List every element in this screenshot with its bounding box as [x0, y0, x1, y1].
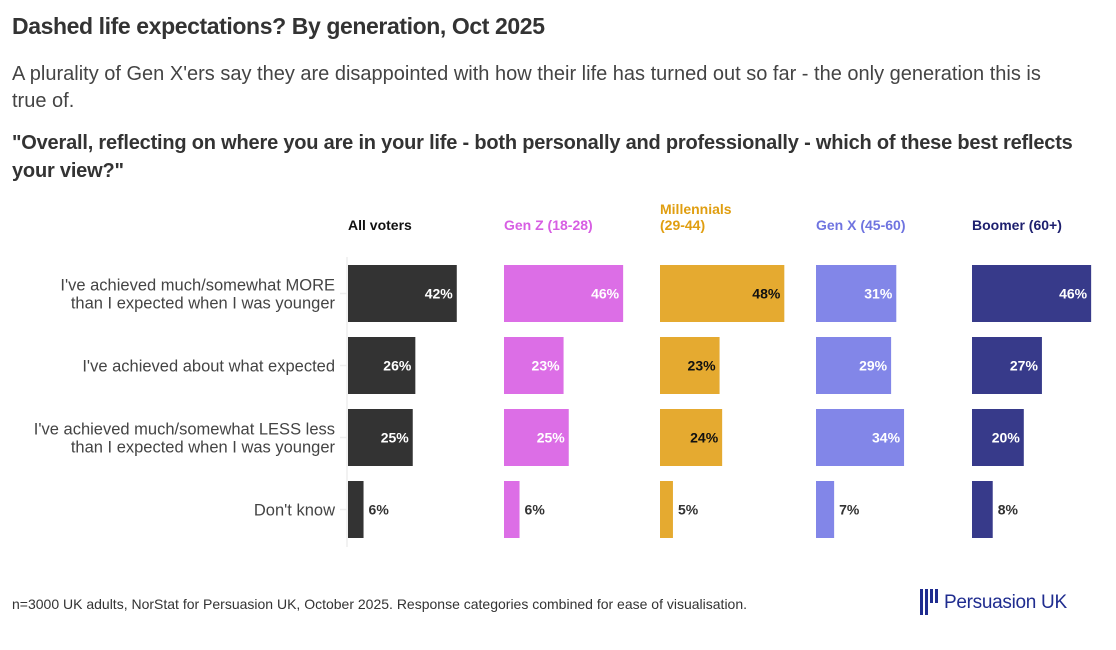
data-label: 25% — [537, 430, 566, 446]
bar — [972, 409, 1024, 466]
panel-header: (29-44) — [660, 217, 705, 233]
data-label: 26% — [383, 358, 412, 374]
data-label: 23% — [688, 358, 717, 374]
bar — [972, 481, 993, 538]
data-label: 23% — [532, 358, 561, 374]
panel-header: Gen Z (18-28) — [504, 217, 593, 233]
bar — [660, 409, 723, 466]
panel-header: Boomer (60+) — [972, 217, 1062, 233]
logo-text: Persuasion UK — [944, 592, 1067, 613]
category-label: I've achieved much/somewhat MORE — [60, 277, 335, 295]
bar — [972, 265, 1092, 322]
panel-header: Millennials — [660, 201, 732, 217]
bar — [660, 337, 720, 394]
data-label: 34% — [872, 430, 901, 446]
data-label: 8% — [998, 502, 1019, 518]
bar — [348, 409, 413, 466]
bar — [816, 409, 905, 466]
bar — [660, 481, 673, 538]
data-label: 6% — [369, 502, 390, 518]
data-label: 6% — [525, 502, 546, 518]
bar — [348, 265, 457, 322]
chart-subtitle: A plurality of Gen X'ers say they are di… — [12, 63, 1041, 112]
bar — [816, 337, 892, 394]
data-label: 5% — [678, 502, 699, 518]
category-label: I've achieved about what expected — [82, 358, 335, 376]
chart-title: Dashed life expectations? By generation,… — [12, 13, 545, 39]
data-label: 42% — [425, 286, 454, 302]
persuasion-uk-logo: Persuasion UK — [920, 589, 1067, 616]
data-label: 27% — [1010, 358, 1039, 374]
data-label: 48% — [752, 286, 781, 302]
source-note: n=3000 UK adults, NorStat for Persuasion… — [12, 596, 748, 612]
survey-question: "Overall, reflecting on where you are in… — [12, 132, 1073, 182]
bar — [504, 481, 520, 538]
bar — [972, 337, 1042, 394]
data-label: 46% — [591, 286, 620, 302]
data-label: 24% — [690, 430, 719, 446]
bar — [816, 481, 835, 538]
bar — [348, 481, 364, 538]
category-label: than I expected when I was younger — [71, 439, 336, 457]
bar — [660, 265, 785, 322]
bar — [348, 337, 416, 394]
panel-header: All voters — [348, 217, 412, 233]
data-label: 20% — [992, 430, 1021, 446]
bar — [504, 265, 624, 322]
category-label: Don't know — [254, 502, 335, 520]
data-label: 31% — [864, 286, 893, 302]
data-label: 25% — [381, 430, 410, 446]
panel-header: Gen X (45-60) — [816, 217, 905, 233]
category-label: I've achieved much/somewhat LESS less — [34, 421, 335, 439]
data-label: 46% — [1059, 286, 1088, 302]
bar — [504, 409, 569, 466]
data-label: 29% — [859, 358, 888, 374]
category-label: than I expected when I was younger — [71, 295, 336, 313]
bar — [816, 265, 897, 322]
bar — [504, 337, 564, 394]
logo-bars-icon — [920, 589, 938, 615]
data-label: 7% — [839, 502, 860, 518]
